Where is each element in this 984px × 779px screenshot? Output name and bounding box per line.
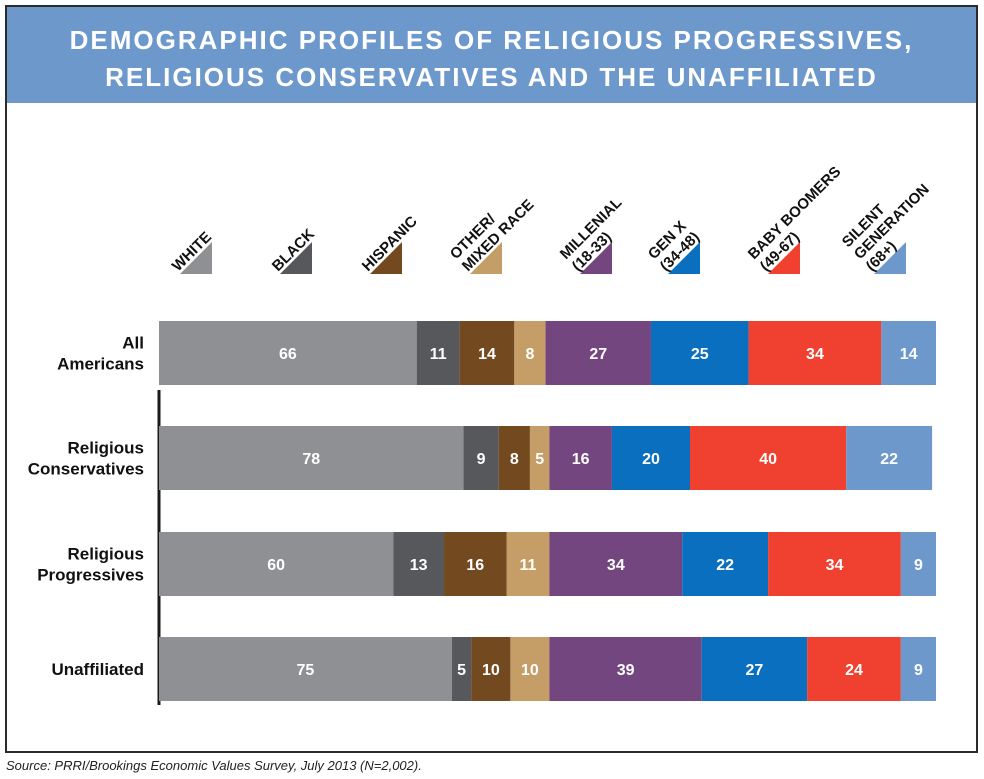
legend-swatch-genx	[668, 242, 700, 274]
bar-value-label: 27	[589, 346, 607, 363]
bar-value-label: 25	[691, 346, 709, 363]
bar-value-label: 75	[297, 662, 315, 679]
row-label: All Americans	[57, 334, 144, 374]
row-label: Religious Progressives	[37, 545, 144, 585]
bar-value-label: 22	[880, 451, 898, 468]
bar-segment-other	[514, 321, 546, 385]
bar-segment-black	[451, 637, 472, 701]
bar-value-label: 16	[466, 557, 484, 574]
bar-segment-silent	[900, 532, 936, 596]
bar-value-label: 11	[430, 346, 447, 363]
legend-swatch-black	[280, 242, 312, 274]
bar-segment-black	[463, 426, 499, 490]
bar-value-label: 40	[759, 451, 777, 468]
bar-value-label: 5	[535, 451, 544, 468]
bar-segment-boomers	[690, 426, 847, 490]
bar-segment-hispanic	[459, 321, 515, 385]
source-note: Source: PRRI/Brookings Economic Values S…	[6, 758, 422, 773]
bar-value-label: 16	[572, 451, 590, 468]
bar-segment-other	[529, 426, 550, 490]
bar-value-label: 11	[520, 557, 537, 574]
bar-segment-genx	[611, 426, 691, 490]
bar-segment-genx	[650, 321, 749, 385]
chart-title-line-1: DEMOGRAPHIC PROFILES OF RELIGIOUS PROGRE…	[69, 25, 914, 55]
bar-value-label: 5	[457, 662, 466, 679]
row-label: Religious Conservatives	[28, 439, 144, 479]
bar-value-label: 8	[510, 451, 519, 468]
bar-segment-hispanic	[498, 426, 530, 490]
bar-segment-genx	[682, 532, 769, 596]
bar-segment-white	[159, 532, 394, 596]
bar-segment-boomers	[748, 321, 882, 385]
bar-value-label: 9	[914, 557, 923, 574]
bar-segment-white	[159, 637, 452, 701]
bar-segment-millenial	[549, 532, 683, 596]
bar-segment-silent	[881, 321, 936, 385]
bar-value-label: 34	[806, 346, 824, 363]
bar-value-label: 34	[607, 557, 625, 574]
bar-value-label: 22	[716, 557, 734, 574]
legend-swatch-white	[180, 242, 212, 274]
bar-value-label: 14	[900, 346, 918, 363]
bar-value-label: 13	[410, 557, 428, 574]
bar-segment-silent	[846, 426, 933, 490]
bar-value-label: 10	[521, 662, 539, 679]
bar-segment-other	[506, 532, 550, 596]
bar-value-label: 9	[914, 662, 923, 679]
bar-segment-millenial	[545, 321, 651, 385]
bar-value-label: 20	[642, 451, 660, 468]
bar-segment-black	[416, 321, 460, 385]
bar-value-label: 8	[525, 346, 534, 363]
bar-segment-other	[510, 637, 550, 701]
row-label: Unaffiliated	[51, 660, 144, 679]
bar-segment-white	[159, 426, 464, 490]
bar-segment-boomers	[807, 637, 901, 701]
bar-value-label: 39	[617, 662, 635, 679]
legend-label-boomers: BABY BOOMERS(49-67)	[745, 163, 845, 275]
bar-segment-hispanic	[471, 637, 511, 701]
title-banner: DEMOGRAPHIC PROFILES OF RELIGIOUS PROGRE…	[7, 7, 976, 103]
bar-value-label: 60	[267, 557, 285, 574]
legend-swatch-boomers	[768, 242, 800, 274]
bar-segment-millenial	[549, 637, 702, 701]
bar-value-label: 14	[478, 346, 496, 363]
bar-value-label: 27	[746, 662, 764, 679]
bar-segment-genx	[701, 637, 808, 701]
bar-segment-white	[159, 321, 417, 385]
bar-segment-silent	[900, 637, 936, 701]
legend-swatch-silent	[874, 242, 906, 274]
legend-swatch-hispanic	[370, 242, 402, 274]
bar-value-label: 9	[477, 451, 486, 468]
bar-segment-black	[393, 532, 445, 596]
bar-value-label: 24	[845, 662, 863, 679]
bar-segment-millenial	[549, 426, 612, 490]
legend-swatch-other	[470, 242, 502, 274]
bar-value-label: 34	[826, 557, 844, 574]
legend-swatch-millenial	[580, 242, 612, 274]
bar-value-label: 10	[482, 662, 500, 679]
bar-value-label: 66	[279, 346, 297, 363]
chart-title-line-2: RELIGIOUS CONSERVATIVES AND THE UNAFFILI…	[105, 62, 878, 92]
bar-segment-boomers	[768, 532, 901, 596]
bar-value-label: 78	[302, 451, 320, 468]
bar-segment-hispanic	[444, 532, 507, 596]
